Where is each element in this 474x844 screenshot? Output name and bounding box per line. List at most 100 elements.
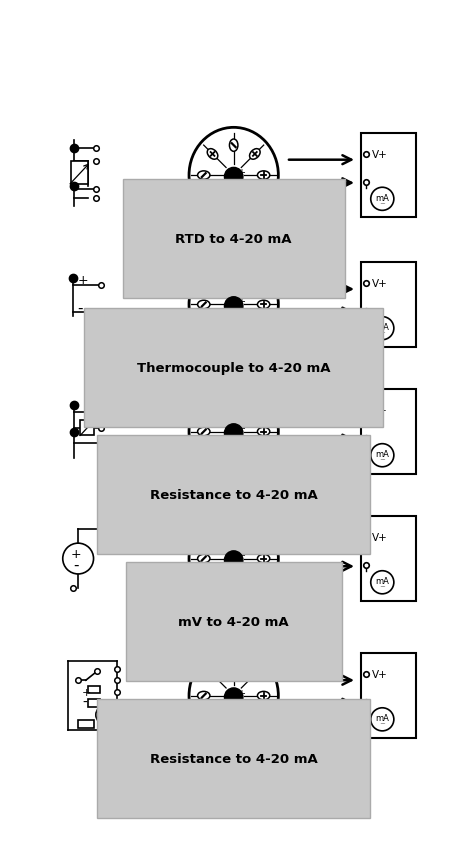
Text: +: + — [237, 168, 246, 178]
Ellipse shape — [198, 171, 210, 180]
Text: ~: ~ — [379, 457, 385, 463]
Ellipse shape — [249, 279, 260, 289]
Text: ~: ~ — [379, 330, 385, 336]
Bar — [361, 653, 416, 738]
Ellipse shape — [229, 720, 238, 732]
Text: +: + — [101, 708, 109, 717]
Bar — [361, 517, 416, 601]
Bar — [88, 686, 100, 694]
Text: mA: mA — [375, 322, 389, 332]
Bar — [229, 557, 238, 568]
Circle shape — [371, 188, 394, 211]
Bar — [229, 695, 238, 705]
Text: +: + — [237, 424, 246, 434]
Bar — [71, 162, 88, 185]
Ellipse shape — [257, 428, 270, 436]
Text: i: i — [240, 559, 243, 568]
Text: i: i — [240, 176, 243, 185]
Ellipse shape — [189, 384, 278, 479]
Ellipse shape — [249, 533, 260, 543]
Ellipse shape — [229, 396, 238, 408]
Ellipse shape — [249, 448, 260, 458]
Circle shape — [225, 297, 243, 316]
Text: RTD to 4-20 mA: RTD to 4-20 mA — [175, 232, 292, 246]
Ellipse shape — [198, 428, 210, 436]
Bar — [88, 700, 100, 707]
Ellipse shape — [189, 648, 278, 744]
Ellipse shape — [207, 406, 218, 416]
Circle shape — [225, 551, 243, 570]
Bar — [78, 721, 93, 728]
Circle shape — [225, 425, 243, 443]
Ellipse shape — [207, 279, 218, 289]
Text: V+: V+ — [372, 669, 387, 679]
Text: -: - — [73, 557, 79, 571]
Ellipse shape — [249, 575, 260, 585]
Ellipse shape — [189, 511, 278, 607]
Ellipse shape — [207, 321, 218, 332]
Bar — [81, 420, 94, 436]
Ellipse shape — [249, 321, 260, 332]
Text: +: + — [82, 687, 91, 697]
Ellipse shape — [249, 149, 260, 160]
Text: mA: mA — [375, 713, 389, 722]
Ellipse shape — [207, 448, 218, 458]
Ellipse shape — [207, 575, 218, 585]
Text: V+: V+ — [372, 406, 387, 416]
Text: ~: ~ — [379, 200, 385, 207]
Circle shape — [63, 544, 93, 574]
Text: Resistance to 4-20 mA: Resistance to 4-20 mA — [150, 752, 318, 766]
Ellipse shape — [207, 149, 218, 160]
Ellipse shape — [207, 669, 218, 680]
Ellipse shape — [257, 555, 270, 563]
Text: mA: mA — [375, 576, 389, 586]
Ellipse shape — [249, 711, 260, 722]
Bar — [361, 262, 416, 348]
Text: V+: V+ — [372, 149, 387, 160]
Ellipse shape — [229, 522, 238, 535]
Ellipse shape — [229, 582, 238, 595]
Text: V+: V+ — [372, 533, 387, 543]
Bar — [229, 430, 238, 441]
Ellipse shape — [198, 691, 210, 700]
Ellipse shape — [198, 555, 210, 563]
Circle shape — [371, 708, 394, 731]
Text: ~: ~ — [379, 583, 385, 589]
Text: i: i — [240, 306, 243, 314]
Ellipse shape — [229, 329, 238, 341]
Ellipse shape — [207, 192, 218, 203]
Text: Thermocouple to 4-20 mA: Thermocouple to 4-20 mA — [137, 362, 330, 375]
Ellipse shape — [257, 171, 270, 180]
Circle shape — [225, 688, 243, 706]
Circle shape — [371, 571, 394, 594]
Circle shape — [225, 168, 243, 187]
Text: mV to 4-20 mA: mV to 4-20 mA — [178, 615, 289, 629]
Bar — [229, 175, 238, 185]
Text: +: + — [237, 688, 246, 698]
Ellipse shape — [257, 300, 270, 309]
Ellipse shape — [198, 300, 210, 309]
Text: i: i — [240, 696, 243, 705]
Text: +: + — [77, 274, 88, 287]
Text: i: i — [240, 432, 243, 441]
Text: +: + — [71, 547, 81, 560]
Ellipse shape — [229, 200, 238, 212]
Text: mA: mA — [375, 450, 389, 458]
Ellipse shape — [229, 269, 238, 281]
Ellipse shape — [249, 406, 260, 416]
Text: +: + — [237, 551, 246, 560]
Bar — [229, 304, 238, 314]
Bar — [361, 133, 416, 219]
Circle shape — [371, 317, 394, 340]
Ellipse shape — [189, 128, 278, 224]
Text: +: + — [237, 297, 246, 307]
Text: mA: mA — [375, 193, 389, 203]
Text: -: - — [82, 695, 87, 709]
Text: ~: ~ — [379, 720, 385, 727]
Circle shape — [96, 706, 114, 724]
Ellipse shape — [257, 691, 270, 700]
Ellipse shape — [229, 140, 238, 152]
Text: V+: V+ — [372, 279, 387, 289]
Ellipse shape — [207, 711, 218, 722]
Ellipse shape — [207, 533, 218, 543]
